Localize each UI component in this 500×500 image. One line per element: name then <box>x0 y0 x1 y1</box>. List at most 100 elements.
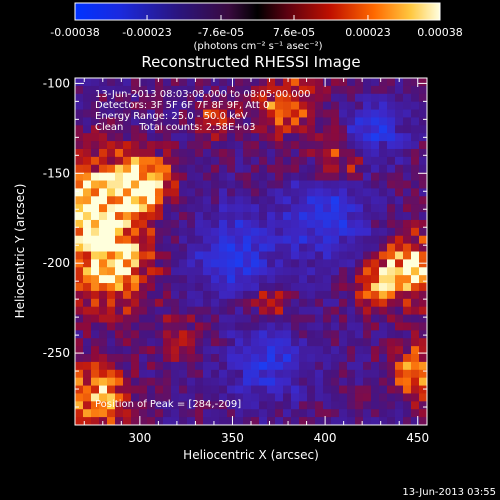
heatmap-cell <box>75 385 84 394</box>
colorbar-ticks: -0.00038 -0.00023 -7.6e-05 7.6e-05 0.00023 0.… <box>50 15 463 39</box>
heatmap-cell <box>355 219 364 229</box>
heatmap-cell <box>115 148 124 158</box>
heatmap-cell <box>355 93 364 103</box>
heatmap-cell <box>115 180 124 189</box>
heatmap-cell <box>83 259 92 268</box>
heatmap-cell <box>163 204 172 213</box>
heatmap-cell <box>171 361 180 371</box>
heatmap-cell <box>331 133 340 142</box>
heatmap-cell <box>115 251 124 260</box>
heatmap-cell <box>243 275 252 284</box>
heatmap-cell <box>291 275 300 284</box>
heatmap-cell <box>355 125 364 134</box>
heatmap-cell <box>387 164 396 174</box>
heatmap-cell <box>299 227 308 237</box>
heatmap-cell <box>179 204 188 213</box>
heatmap-cell <box>131 409 140 418</box>
heatmap-cell <box>107 346 116 355</box>
heatmap-cell <box>99 172 108 181</box>
heatmap-cell <box>155 361 164 371</box>
heatmap-cell <box>299 156 308 166</box>
heatmap-cell <box>83 109 92 118</box>
heatmap-cell <box>315 235 324 245</box>
heatmap-cell <box>83 133 92 142</box>
heatmap-cell <box>355 354 364 363</box>
heatmap-cell <box>355 338 364 347</box>
heatmap-cell <box>75 188 84 197</box>
heatmap-cell <box>363 409 372 418</box>
heatmap-cell <box>163 188 172 197</box>
heatmap-cell <box>203 243 212 252</box>
heatmap-cell <box>251 219 260 229</box>
heatmap-cell <box>315 141 324 150</box>
heatmap-cell <box>299 377 308 386</box>
heatmap-cell <box>123 243 132 252</box>
heatmap-cell <box>387 125 396 134</box>
heatmap-cell <box>371 243 380 252</box>
heatmap-cell <box>203 85 212 95</box>
heatmap-cell <box>179 172 188 181</box>
heatmap-cell <box>315 369 324 379</box>
heatmap-cell <box>107 133 116 142</box>
heatmap-cell <box>291 109 300 118</box>
heatmap-cell <box>115 369 124 379</box>
heatmap-cell <box>219 322 228 331</box>
peak-position-label: Position of Peak = [284,-209] <box>95 399 241 410</box>
heatmap-cell <box>419 196 427 205</box>
heatmap-cell <box>251 338 260 347</box>
heatmap-cell <box>227 306 236 315</box>
heatmap-cell <box>387 235 396 245</box>
heatmap-cell <box>227 361 236 371</box>
heatmap-cell <box>123 290 132 300</box>
heatmap-cell <box>123 180 132 189</box>
heatmap-cell <box>155 188 164 197</box>
heatmap-cell <box>331 180 340 189</box>
heatmap-cell <box>363 346 372 355</box>
heatmap-cell <box>83 322 92 331</box>
heatmap-cell <box>155 259 164 268</box>
heatmap-cell <box>339 172 348 181</box>
heatmap-cell <box>387 188 396 197</box>
heatmap-cell <box>99 401 108 410</box>
heatmap-cell <box>75 354 84 363</box>
heatmap-cell <box>195 164 204 174</box>
heatmap-cell <box>115 196 124 205</box>
heatmap-cell <box>179 275 188 284</box>
heatmap-cell <box>363 125 372 134</box>
heatmap-cell <box>203 125 212 134</box>
heatmap-cell <box>99 235 108 245</box>
heatmap-cell <box>283 156 292 166</box>
heatmap-cell <box>251 354 260 363</box>
heatmap-cell <box>251 196 260 205</box>
heatmap-cell <box>323 369 332 379</box>
heatmap-cell <box>123 125 132 134</box>
heatmap-cell <box>411 361 420 371</box>
heatmap-cell <box>355 298 364 308</box>
heatmap-cell <box>259 354 268 363</box>
heatmap-cell <box>419 251 427 260</box>
heatmap-cell <box>315 290 324 300</box>
heatmap-cell <box>299 338 308 347</box>
heatmap-cell <box>283 251 292 260</box>
heatmap-cell <box>299 141 308 150</box>
heatmap-cell <box>211 346 220 355</box>
heatmap-cell <box>259 330 268 339</box>
heatmap-cell <box>91 267 100 276</box>
heatmap-cell <box>395 369 404 379</box>
heatmap-cell <box>155 243 164 252</box>
heatmap-cell <box>115 156 124 166</box>
heatmap-cell <box>315 275 324 284</box>
heatmap-cell <box>139 125 148 134</box>
heatmap-cell <box>147 346 156 355</box>
heatmap-cell <box>299 283 308 292</box>
heatmap-cell <box>243 369 252 379</box>
heatmap-cell <box>155 401 164 410</box>
heatmap-cell <box>131 141 140 150</box>
heatmap-cell <box>267 141 276 150</box>
heatmap-cell <box>291 101 300 110</box>
heatmap-cell <box>139 180 148 189</box>
heatmap-cell <box>323 409 332 418</box>
heatmap-cell <box>115 188 124 197</box>
heatmap-cell <box>299 409 308 418</box>
heatmap-cell <box>75 283 84 292</box>
